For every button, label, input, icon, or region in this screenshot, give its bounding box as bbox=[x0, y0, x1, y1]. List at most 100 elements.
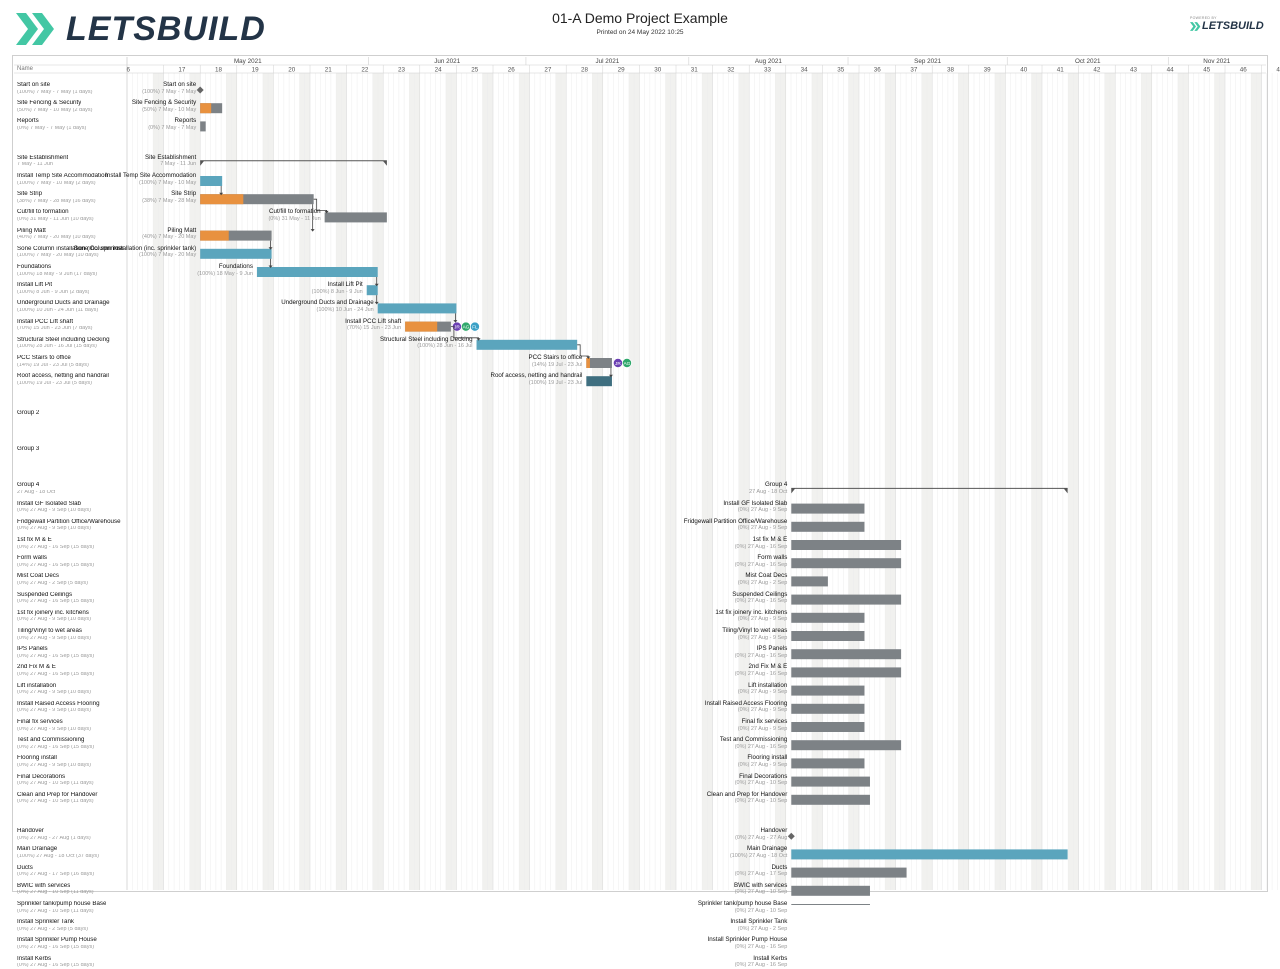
week-label: 22 bbox=[361, 67, 369, 74]
row-detail: (100%) 7 May - 7 May (1 days) bbox=[17, 89, 93, 95]
bar-detail: (0%) 27 Aug - 10 Sep bbox=[734, 798, 788, 805]
row-name: Site Fencing & Security bbox=[17, 100, 82, 107]
row-detail: (0%) 27 Aug - 27 Aug (1 days) bbox=[17, 835, 91, 841]
weekend-column bbox=[1141, 73, 1147, 890]
week-label: 31 bbox=[691, 67, 699, 74]
month-label: May 2021 bbox=[234, 58, 262, 65]
row-detail: (0%) 27 Aug - 10 Sep (11 days) bbox=[17, 799, 94, 805]
row-name: Lift installation bbox=[17, 682, 57, 689]
bar-label: Test and Commissioning bbox=[719, 736, 788, 744]
dependency-arrow bbox=[374, 301, 379, 305]
week-label: 27 bbox=[544, 67, 552, 74]
assignee-initials: AG bbox=[623, 361, 630, 367]
summary-cap-left bbox=[791, 488, 796, 494]
row-detail: (100%) 8 Jun - 9 Jun (2 days) bbox=[17, 289, 90, 295]
bar-detail: (0%) 27 Aug - 16 Sep bbox=[734, 743, 788, 750]
dependency-arrow bbox=[310, 229, 315, 232]
row-name: Suspended Ceilings bbox=[17, 591, 73, 598]
row-detail: (0%) 27 Aug - 10 Sep (11 days) bbox=[17, 908, 94, 914]
weekend-column bbox=[1183, 73, 1189, 890]
logo-wordmark: LETSBUILD bbox=[66, 10, 266, 48]
row-detail: (50%) 7 May - 10 May (2 days) bbox=[17, 107, 93, 113]
summary-cap-left bbox=[200, 160, 205, 166]
bar-label: BWIC with services bbox=[734, 881, 788, 889]
bar-detail: (0%) 27 Aug - 9 Sep bbox=[737, 634, 788, 641]
bar-detail: (0%) 27 Aug - 16 Sep bbox=[734, 598, 788, 605]
weekend-column bbox=[885, 73, 891, 890]
weekend-column bbox=[702, 73, 708, 890]
row-name: Install Sprinkler Tank bbox=[17, 919, 74, 926]
summary-cap-right bbox=[1063, 488, 1068, 494]
bar-label: Handover bbox=[760, 827, 788, 835]
bar-label: Install Sprinkler Tank bbox=[730, 918, 788, 926]
gantt-frame bbox=[12, 55, 1268, 892]
powered-by-logo: POWERED BY LETSBUILD bbox=[1190, 16, 1270, 32]
weekend-column bbox=[409, 73, 415, 890]
row-name: Mist Coat Decs bbox=[17, 573, 59, 580]
weekend-column bbox=[670, 73, 676, 890]
row-detail: (0%) 27 Aug - 16 Sep (15 days) bbox=[17, 963, 95, 969]
row-name: Foundations bbox=[17, 264, 52, 270]
row-detail: (100%) 7 May - 10 May (2 days) bbox=[17, 180, 96, 186]
bar-detail: (100%) 7 May - 20 May bbox=[139, 252, 197, 259]
task-progress bbox=[405, 321, 438, 332]
row-name: 1st fix joinery inc. kitchens bbox=[17, 609, 89, 616]
bar-detail: (0%) 27 Aug - 27 Aug bbox=[735, 834, 788, 841]
row-name: Form walls bbox=[17, 555, 47, 562]
task-bar bbox=[791, 740, 902, 751]
bar-label: Mist Coat Decs bbox=[745, 572, 788, 580]
page-title: 01-A Demo Project Example bbox=[552, 10, 728, 26]
row-detail: (0%) 27 Aug - 16 Sep (15 days) bbox=[17, 671, 95, 677]
task-progress bbox=[200, 230, 229, 241]
weekend-column bbox=[994, 73, 1001, 890]
task-bar bbox=[791, 867, 907, 878]
bar-label: Ducts bbox=[771, 863, 788, 871]
weekend-column bbox=[597, 73, 603, 890]
row-detail: (0%) 27 Aug - 16 Sep (15 days) bbox=[17, 599, 95, 605]
bar-label: Install GF Isolated Slab bbox=[723, 499, 788, 507]
bar-label: Tiling/Vinyl to wet areas bbox=[722, 627, 788, 634]
row-detail: (0%) 27 Aug - 10 Sep (11 days) bbox=[17, 781, 94, 787]
assignee-initials: AG bbox=[462, 325, 469, 331]
task-progress bbox=[200, 194, 244, 205]
printed-date: Printed on 24 May 2022 10:25 bbox=[596, 29, 684, 36]
bar-label: Cut/fill to formation bbox=[269, 208, 321, 216]
week-label: 26 bbox=[508, 67, 516, 74]
weekend-column bbox=[555, 73, 561, 890]
row-name: Structural Steel including Decking bbox=[17, 336, 110, 343]
task-bar bbox=[791, 631, 865, 641]
bar-detail: (100%) 8 Jun - 9 Jun bbox=[311, 288, 363, 295]
row-name: Final fix services bbox=[17, 719, 63, 725]
bar-label: Install PCC Lift shaft bbox=[345, 317, 402, 325]
bar-label: PCC Stairs to office bbox=[528, 354, 583, 361]
dependency-arrow bbox=[219, 192, 224, 196]
row-detail: (0%) 27 Aug - 9 Sep (10 days) bbox=[17, 617, 91, 623]
task-bar bbox=[200, 121, 206, 132]
assignee-avatar bbox=[622, 358, 632, 368]
bar-detail: (0%) 27 Aug - 16 Sep bbox=[734, 962, 788, 969]
dependency-arrow bbox=[324, 210, 329, 214]
dependency-arrow bbox=[268, 265, 273, 268]
row-name: Install Raised Access Flooring bbox=[17, 700, 100, 707]
week-label: 30 bbox=[654, 67, 662, 74]
weekend-column bbox=[1251, 73, 1257, 890]
month-label: Aug 2021 bbox=[755, 58, 782, 65]
weekend-column bbox=[817, 73, 823, 890]
week-label: 6 bbox=[127, 67, 131, 74]
week-label: 19 bbox=[252, 67, 260, 74]
task-bar bbox=[791, 612, 865, 623]
bar-detail: (100%) 28 Jun - 16 Jul bbox=[417, 343, 473, 350]
bar-detail: (0%) 27 Aug - 16 Sep bbox=[734, 543, 788, 550]
row-detail: (0%) 27 Aug - 9 Sep (10 days) bbox=[17, 726, 91, 732]
weekend-column bbox=[958, 73, 964, 890]
bar-label: IPS Panels bbox=[756, 645, 788, 653]
milestone-marker bbox=[787, 832, 795, 840]
weekend-column bbox=[634, 73, 640, 890]
bar-detail: (100%) 10 Jun - 24 Jun bbox=[316, 306, 374, 313]
week-label: 29 bbox=[618, 67, 626, 74]
task-bar-complete bbox=[791, 849, 1068, 860]
row-name: Main Drainage bbox=[17, 846, 58, 853]
task-bar bbox=[791, 722, 865, 732]
row-name: IPS Panels bbox=[17, 646, 48, 653]
task-bar bbox=[324, 212, 387, 223]
